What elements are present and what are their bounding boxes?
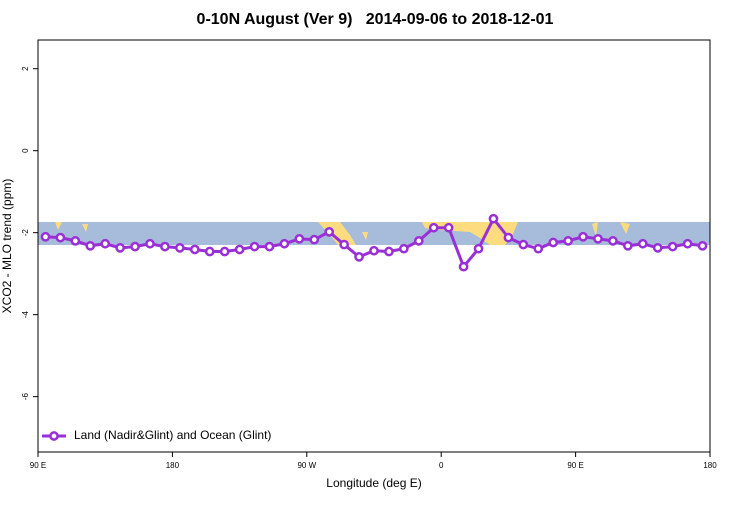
point bbox=[70, 236, 81, 246]
point bbox=[145, 238, 155, 249]
x-tick-label: 90 E bbox=[567, 461, 583, 470]
point bbox=[339, 239, 349, 250]
point bbox=[413, 236, 424, 246]
x-axis-label: Longitude (deg E) bbox=[326, 476, 421, 490]
point bbox=[100, 238, 111, 249]
point bbox=[219, 246, 230, 257]
point bbox=[637, 238, 648, 249]
point bbox=[189, 244, 200, 255]
point bbox=[309, 234, 320, 245]
y-tick-label: -2 bbox=[21, 229, 30, 237]
point bbox=[264, 241, 275, 252]
point bbox=[503, 232, 514, 243]
point bbox=[294, 233, 305, 244]
point bbox=[548, 237, 559, 248]
point bbox=[488, 213, 499, 224]
point bbox=[324, 227, 335, 237]
point bbox=[234, 244, 245, 255]
point bbox=[115, 242, 125, 253]
point bbox=[458, 261, 469, 272]
legend-marker bbox=[49, 431, 59, 441]
point bbox=[608, 236, 618, 246]
point bbox=[563, 236, 573, 246]
point bbox=[593, 233, 603, 244]
point bbox=[399, 243, 409, 254]
point bbox=[443, 222, 454, 233]
x-tick-label: 0 bbox=[439, 461, 444, 470]
point bbox=[682, 238, 693, 249]
plot-frame bbox=[37, 39, 711, 453]
point bbox=[204, 246, 215, 257]
point bbox=[369, 245, 379, 256]
point bbox=[384, 246, 394, 257]
y-tick-label: -4 bbox=[21, 311, 30, 319]
x-tick-label: 180 bbox=[166, 461, 180, 470]
point bbox=[697, 240, 708, 251]
point bbox=[652, 242, 663, 253]
x-tick-label: 90 W bbox=[297, 461, 316, 470]
point bbox=[130, 241, 140, 252]
point bbox=[518, 239, 529, 250]
x-tick-label: 180 bbox=[703, 461, 717, 470]
point bbox=[40, 231, 51, 242]
chart-title: 0-10N August (Ver 9) 2014-09-06 to 2018-… bbox=[197, 11, 554, 28]
point bbox=[473, 243, 484, 254]
x-tick-label: 90 E bbox=[30, 461, 46, 470]
point bbox=[667, 241, 678, 252]
point bbox=[279, 238, 290, 249]
point bbox=[160, 241, 170, 252]
point bbox=[85, 240, 96, 251]
point bbox=[578, 231, 588, 242]
y-tick-label: 0 bbox=[21, 148, 30, 153]
point bbox=[533, 243, 544, 254]
point bbox=[249, 241, 260, 252]
y-tick-label: 2 bbox=[21, 66, 30, 71]
point bbox=[175, 242, 185, 253]
y-axis-label: XCO2 - MLO trend (ppm) bbox=[0, 179, 14, 314]
point bbox=[428, 222, 439, 233]
legend-label: Land (Nadir&Glint) and Ocean (Glint) bbox=[74, 428, 271, 442]
y-tick-label: -6 bbox=[21, 393, 30, 401]
point bbox=[623, 240, 633, 251]
point bbox=[55, 232, 66, 243]
point bbox=[354, 252, 364, 262]
